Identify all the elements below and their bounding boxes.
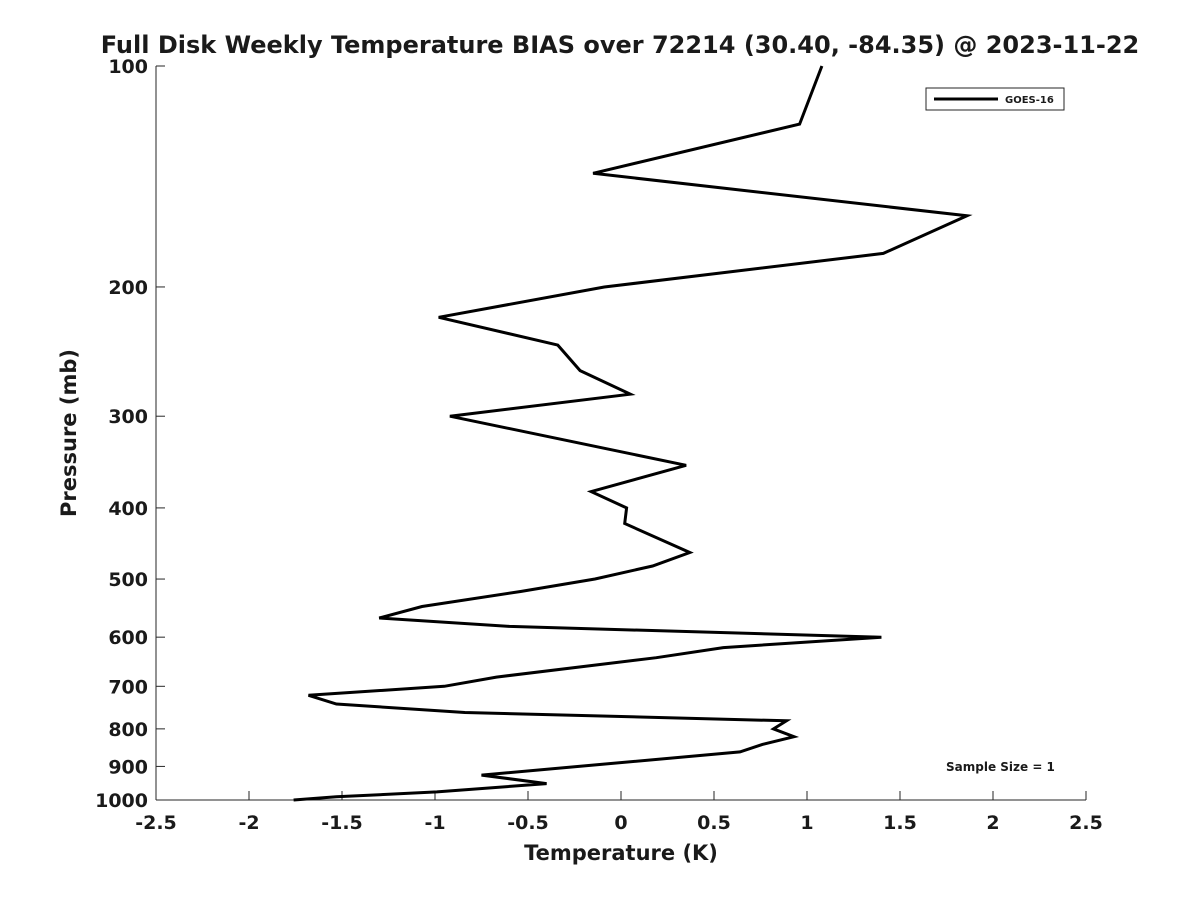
- x-tick-label: -1: [424, 812, 445, 834]
- x-tick-label: -2.5: [135, 812, 177, 834]
- y-tick-label: 900: [108, 756, 148, 778]
- x-tick-label: -0.5: [507, 812, 549, 834]
- x-tick-label: 0: [614, 812, 627, 834]
- x-tick-label: 1: [800, 812, 813, 834]
- y-tick-label: 1000: [95, 790, 148, 812]
- y-tick-label: 500: [108, 569, 148, 591]
- x-axis-label: Temperature (K): [524, 841, 718, 865]
- x-tick-label: 2.5: [1069, 812, 1103, 834]
- y-ticks: 100 200 300 400 500 600 700 800 900 1000: [95, 56, 165, 812]
- series-layer: [293, 65, 973, 802]
- y-axis-label: Pressure (mb): [57, 349, 81, 517]
- y-tick-label: 600: [108, 627, 148, 649]
- x-tick-label: -2: [238, 812, 259, 834]
- chart-title: Full Disk Weekly Temperature BIAS over 7…: [101, 31, 1140, 59]
- x-tick-label: 1.5: [883, 812, 917, 834]
- x-tick-label: 2: [986, 812, 999, 834]
- y-tick-label: 100: [108, 56, 148, 78]
- sample-size-annotation: Sample Size = 1: [946, 760, 1055, 774]
- y-tick-label: 200: [108, 277, 148, 299]
- series-line-goes-16: [293, 65, 973, 802]
- x-tick-label: -1.5: [321, 812, 363, 834]
- y-tick-label: 400: [108, 498, 148, 520]
- plot-area: -2.5 -2 -1.5 -1 -0.5 0 0.5 1 1.5 2 2.5 100 200 300 40…: [95, 56, 1103, 834]
- y-tick-label: 800: [108, 719, 148, 741]
- legend: GOES-16: [925, 87, 1065, 111]
- legend-label-goes-16: GOES-16: [1005, 95, 1054, 106]
- y-tick-label: 700: [108, 676, 148, 698]
- y-tick-label: 300: [108, 406, 148, 428]
- x-ticks: -2.5 -2 -1.5 -1 -0.5 0 0.5 1 1.5 2 2.5: [135, 791, 1103, 834]
- x-tick-label: 0.5: [697, 812, 731, 834]
